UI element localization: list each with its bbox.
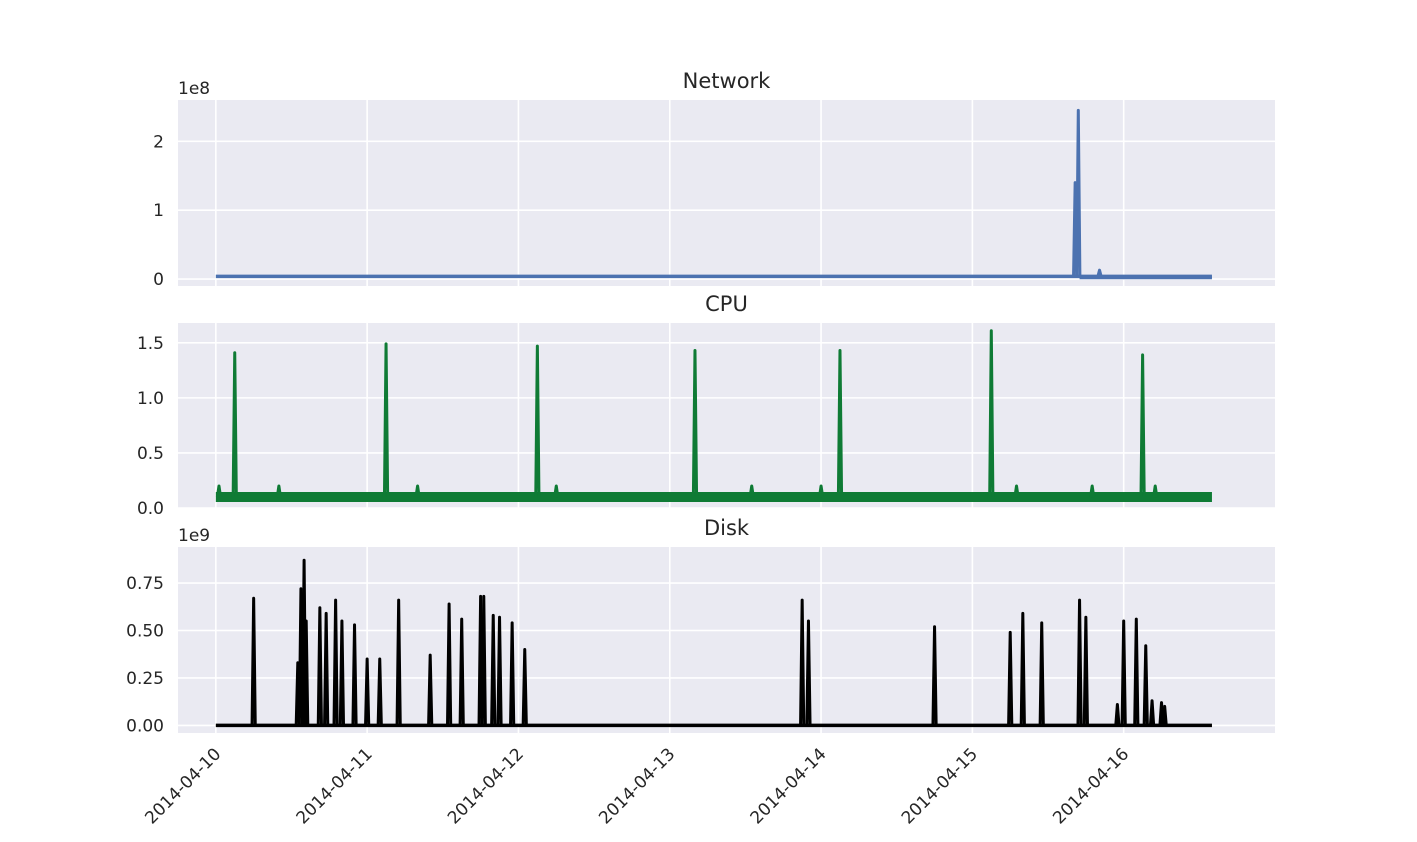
y-tick-label: 0.5	[137, 444, 164, 464]
data-point	[414, 484, 421, 498]
data-point	[1075, 108, 1082, 277]
data-point	[303, 619, 310, 726]
data-point	[1120, 619, 1127, 726]
chart-title: Disk	[704, 516, 750, 540]
plot-background	[178, 547, 1275, 733]
data-point	[1148, 699, 1156, 726]
x-tick-label: 2014-04-11	[293, 744, 377, 828]
data-point	[1114, 703, 1121, 726]
data-point	[1076, 598, 1083, 726]
data-point	[458, 617, 465, 726]
data-point	[1089, 484, 1096, 498]
y-tick-label: 2	[153, 132, 164, 152]
data-point	[275, 484, 282, 498]
data-point	[1161, 704, 1168, 726]
data-point	[805, 619, 812, 726]
y-tick-label: 1.5	[137, 334, 164, 354]
y-tick-label: 1.0	[137, 389, 164, 409]
data-point	[376, 657, 383, 726]
data-point	[1007, 630, 1014, 726]
data-point	[1139, 353, 1146, 498]
y-tick-label: 0.75	[126, 574, 164, 594]
data-point	[836, 349, 844, 498]
data-point	[534, 344, 541, 498]
data-point	[323, 611, 330, 726]
x-tick-label: 2014-04-14	[747, 744, 831, 828]
data-point	[1133, 617, 1140, 726]
chart-panel-network: 0 1 2 Network 1e8	[153, 69, 1275, 290]
data-point	[382, 342, 390, 498]
chart-panel-disk: 0.00 0.25 0.50 0.75 Disk 1e9	[126, 516, 1275, 736]
data-point	[799, 598, 806, 726]
y-tick-label: 0	[153, 270, 164, 290]
data-point	[231, 351, 238, 498]
data-point	[496, 615, 503, 726]
data-point	[364, 657, 371, 726]
data-point	[490, 613, 497, 726]
data-point	[445, 602, 453, 726]
axis-offset-label: 1e8	[178, 79, 210, 99]
x-tick-label: 2014-04-13	[595, 744, 679, 828]
chart-panel-cpu: 0.0 0.5 1.0 1.5 CPU	[137, 292, 1275, 519]
data-point	[988, 329, 995, 498]
data-point	[395, 598, 402, 726]
data-point	[691, 349, 699, 498]
data-point	[521, 647, 528, 726]
y-tick-label: 0.25	[126, 669, 164, 689]
data-point	[250, 596, 257, 726]
data-point	[1152, 484, 1159, 498]
data-point	[1142, 644, 1149, 726]
x-tick-label: 2014-04-10	[141, 744, 225, 828]
data-point	[215, 484, 223, 498]
data-point	[480, 594, 487, 726]
data-point	[509, 621, 516, 726]
plot-background	[178, 323, 1275, 508]
data-point	[338, 619, 346, 726]
plot-background	[178, 100, 1275, 286]
data-point	[351, 623, 358, 726]
data-point	[427, 653, 434, 726]
axis-offset-label: 1e9	[178, 526, 210, 546]
y-tick-label: 0.00	[126, 716, 164, 736]
data-point	[748, 484, 755, 498]
y-tick-label: 0.0	[137, 499, 164, 519]
data-point	[1019, 611, 1026, 726]
data-point	[316, 606, 323, 726]
data-point	[553, 484, 560, 498]
data-point	[332, 598, 339, 726]
data-point	[1096, 268, 1103, 277]
y-tick-label: 0.50	[126, 622, 164, 642]
y-tick-label: 1	[153, 201, 164, 221]
data-point	[931, 625, 938, 726]
chart-title: CPU	[705, 292, 748, 316]
data-point	[817, 484, 825, 498]
x-tick-label: 2014-04-12	[444, 744, 528, 828]
x-tick-label: 2014-04-16	[1049, 744, 1133, 828]
chart-title: Network	[683, 69, 772, 93]
data-point	[1038, 621, 1045, 726]
x-tick-label: 2014-04-15	[898, 744, 982, 828]
data-point	[1082, 615, 1089, 726]
data-point	[1013, 484, 1020, 498]
